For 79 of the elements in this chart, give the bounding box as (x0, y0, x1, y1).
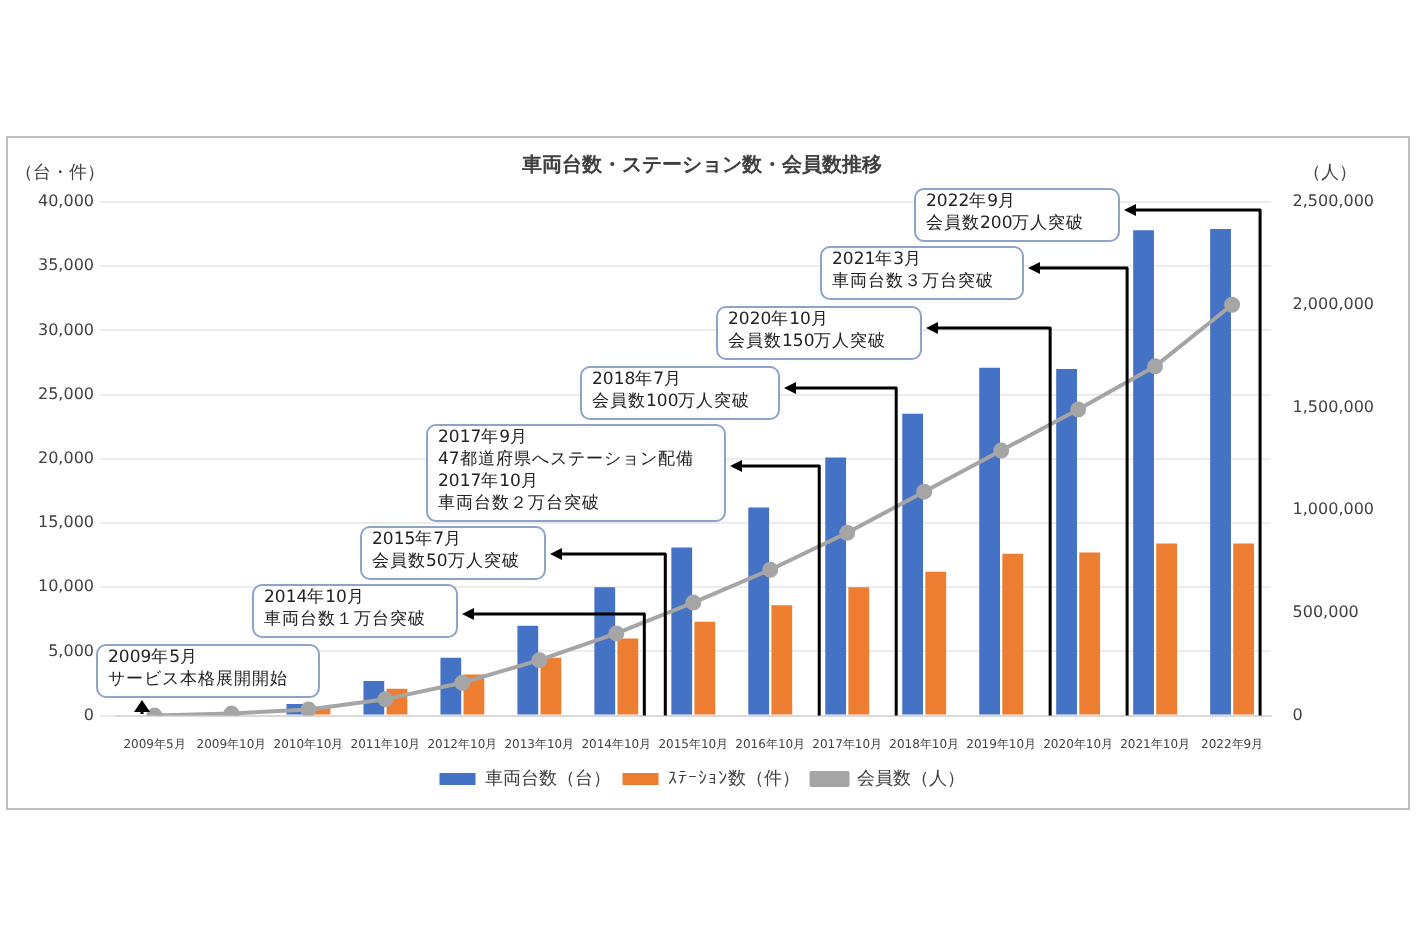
annotation: 会員数200万人突破 (926, 214, 1087, 236)
y2-axis-title: （人） (1303, 161, 1357, 184)
annotation: 2017年10月 (438, 472, 541, 494)
bar (825, 457, 847, 715)
callout-box: 2022年9月 会員数200万人突破 (914, 188, 1120, 242)
bar (1156, 543, 1178, 715)
point (531, 652, 548, 669)
point (377, 691, 394, 708)
point (762, 561, 779, 578)
y-tick-label: 0 (83, 705, 94, 724)
y-tick-label: 5,000 (48, 641, 94, 660)
y2-tick-label: 500,000 (1292, 603, 1359, 622)
annotation: 2014年10月 (264, 588, 367, 610)
callout-box: 2018年7月 会員数100万人突破 (580, 366, 780, 420)
bar (617, 638, 639, 715)
y2-tick-label: 2,500,000 (1292, 192, 1375, 211)
y-tick-label: 30,000 (38, 320, 94, 339)
chart-title: 車両台数・ステーション数・会員数推移 (520, 153, 882, 178)
bar (979, 367, 1001, 715)
legend-label: 車両台数（台） (484, 767, 611, 790)
callout-box: 2020年10月 会員数150万人突破 (716, 306, 922, 360)
legend-label: ｽﾃｰｼｮﾝ数（件） (667, 767, 800, 790)
legend-label: 会員数（人） (856, 767, 965, 790)
bar (1133, 230, 1154, 715)
bar (540, 657, 562, 715)
bar (771, 605, 793, 715)
annotation: 2022年9月 (926, 192, 1019, 214)
annotation: 2018年7月 (592, 370, 685, 392)
point (1147, 358, 1164, 375)
annotation: 2015年7月 (372, 530, 465, 552)
y-tick-label: 10,000 (38, 577, 94, 596)
y-tick-label: 25,000 (38, 384, 94, 403)
callout-box: 2015年7月 会員数50万人突破 (360, 526, 546, 580)
annotation: サービス本格展開開始 (108, 670, 290, 692)
bar (671, 547, 693, 715)
y2-tick-label: 0 (1292, 705, 1303, 724)
annotation: 車両台数２万台突破 (438, 494, 602, 516)
point (1070, 401, 1087, 418)
point (839, 524, 856, 541)
callout-box: 2014年10月 車両台数１万台突破 (252, 584, 458, 638)
point (454, 674, 471, 691)
y-tick-label: 15,000 (38, 513, 94, 532)
y-tick-label: 35,000 (38, 256, 94, 275)
bar (594, 587, 616, 715)
annotation: 2009年5月 (108, 648, 201, 670)
bar (1079, 552, 1101, 715)
annotation: 会員数100万人突破 (592, 392, 753, 414)
annotation: 車両台数１万台突破 (264, 610, 428, 632)
annotation: 会員数150万人突破 (728, 332, 889, 354)
annotation: 47都道府県へステーション配備 (438, 450, 696, 472)
callout-box: 2021年3月 車両台数３万台突破 (820, 246, 1024, 300)
annotation: 車両台数３万台突破 (832, 272, 996, 294)
point (685, 594, 702, 611)
bar (748, 507, 770, 715)
bar (925, 571, 947, 715)
bar (694, 621, 716, 715)
y-tick-label: 20,000 (38, 448, 94, 467)
annotation: 2020年10月 (728, 310, 831, 332)
annotation: 2017年9月 (438, 428, 531, 449)
annotation: 2021年3月 (832, 250, 925, 272)
callout-box: 2009年5月 サービス本格展開開始 (96, 644, 320, 698)
bar (517, 625, 539, 715)
point (993, 442, 1010, 459)
bar (1233, 543, 1255, 715)
y-tick-label: 40,000 (38, 192, 94, 211)
point (300, 701, 317, 716)
bar (1056, 368, 1077, 715)
y2-tick-label: 1,000,000 (1292, 500, 1375, 519)
bar (1210, 228, 1231, 715)
y-axis-title: （台・件） (15, 161, 105, 184)
y2-tick-label: 2,000,000 (1292, 294, 1375, 313)
annotation: 会員数50万人突破 (372, 552, 522, 574)
bar (1002, 553, 1024, 715)
bar (902, 413, 924, 715)
y2-tick-label: 1,500,000 (1292, 397, 1375, 416)
bar (848, 587, 870, 715)
point (916, 483, 933, 500)
point (1224, 296, 1241, 313)
point (608, 625, 625, 642)
